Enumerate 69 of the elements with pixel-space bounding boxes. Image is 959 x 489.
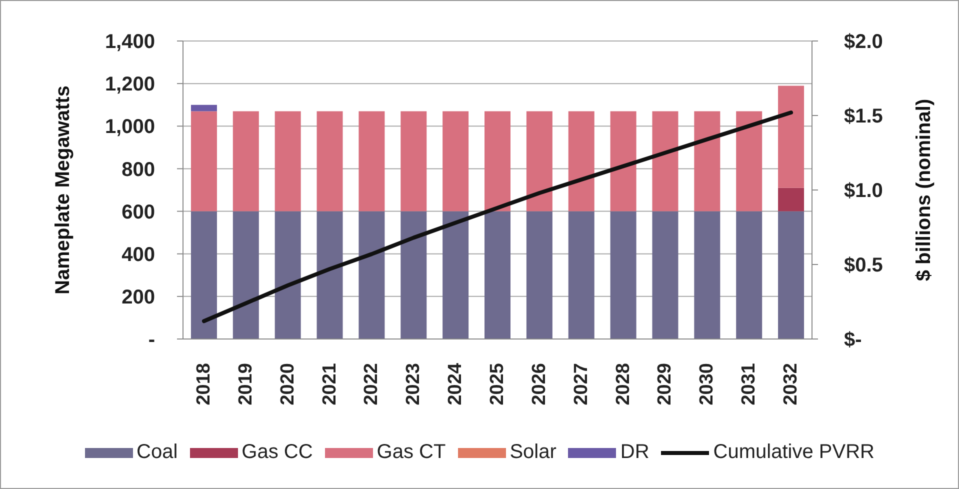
bar [316, 111, 343, 212]
y-tick-label: 1,200 [104, 74, 155, 96]
bar [232, 211, 259, 339]
bar [694, 111, 720, 212]
bar [778, 188, 804, 212]
bar [190, 104, 217, 112]
legend-label: DR [620, 441, 650, 464]
bar [610, 211, 636, 339]
bar [568, 211, 594, 339]
bar [568, 111, 594, 212]
bar [694, 211, 720, 339]
bar [274, 211, 301, 339]
x-tick-label: 2021 [319, 362, 340, 406]
x-tick-label: 2020 [277, 363, 298, 406]
x-tick-label: 2029 [654, 363, 676, 406]
y2-tick-label: $- [844, 329, 862, 352]
bar [778, 211, 804, 339]
bar [316, 211, 343, 339]
bar [358, 211, 385, 339]
x-tick-label: 2028 [612, 363, 634, 406]
y-axis-title: Nameplate Megawatts [52, 86, 74, 294]
legend-label: Solar [510, 441, 556, 464]
bar [484, 111, 510, 212]
bar [190, 111, 217, 212]
bar [442, 111, 469, 212]
bar [526, 111, 552, 212]
legend-label: Gas CC [242, 441, 313, 464]
bar [652, 111, 678, 212]
legend-label: Coal [136, 441, 178, 464]
bar [610, 111, 636, 212]
bar [400, 211, 427, 339]
y-tick-label: 600 [122, 201, 155, 224]
x-tick-label: 2026 [528, 363, 550, 406]
x-tick-label: 2022 [361, 363, 382, 406]
y-tick-label: 1,400 [104, 31, 155, 54]
bar [652, 211, 678, 339]
legend-label: Gas CT [376, 441, 446, 464]
x-tick-label: 2019 [235, 363, 256, 406]
bar [484, 211, 510, 339]
y2-tick-label: $1.5 [844, 106, 883, 128]
y-tick-label: - [148, 329, 155, 352]
bar [232, 111, 259, 212]
x-tick-label: 2023 [403, 363, 424, 406]
x-tick-label: 2030 [696, 363, 718, 406]
y-tick-label: 800 [122, 158, 155, 181]
bar [274, 111, 301, 212]
bar [400, 111, 427, 212]
line-series [202, 110, 794, 324]
x-tick-label: 2018 [193, 363, 214, 406]
x-tick-label: 2031 [738, 362, 760, 406]
y-tick-label: 400 [122, 244, 155, 266]
y-tick-label: 1,000 [104, 116, 155, 138]
y2-tick-label: $2.0 [844, 31, 883, 54]
bar [736, 111, 762, 212]
bar [442, 211, 469, 339]
x-tick-label: 2027 [570, 363, 592, 406]
bar [358, 111, 385, 212]
y2-axis-title: $ billions (nominal) [913, 98, 935, 282]
x-tick-label: 2032 [780, 363, 802, 406]
y2-tick-label: $1.0 [844, 180, 883, 202]
bar [190, 211, 217, 339]
legend-label: Cumulative PVRR [713, 441, 874, 464]
bar [526, 211, 552, 339]
x-tick-label: 2024 [445, 362, 466, 406]
y-tick-label: 200 [122, 286, 155, 309]
bar [778, 86, 804, 188]
bar [736, 211, 762, 339]
y2-tick-label: $0.5 [844, 254, 883, 277]
x-tick-label: 2025 [487, 362, 508, 406]
